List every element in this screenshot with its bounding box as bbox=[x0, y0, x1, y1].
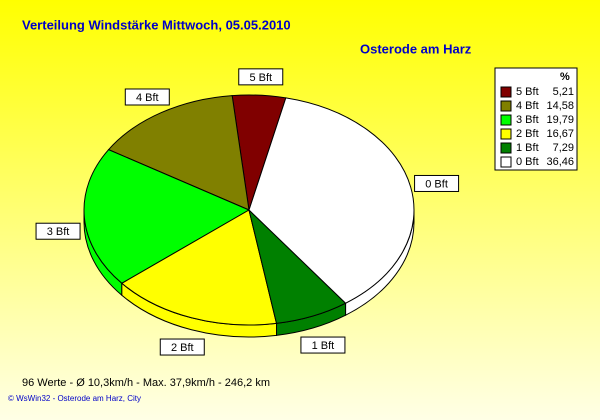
slice-label-box bbox=[159, 338, 205, 356]
chart-subtitle: Osterode am Harz bbox=[360, 41, 472, 56]
legend-value: 14,58 bbox=[546, 100, 574, 112]
legend-value: 36,46 bbox=[546, 156, 574, 168]
legend-swatch bbox=[500, 142, 512, 154]
legend-swatch bbox=[500, 128, 512, 140]
legend-swatch bbox=[500, 86, 512, 98]
legend-value: 16,67 bbox=[546, 128, 574, 140]
legend-label: 0 Bft bbox=[516, 156, 539, 168]
legend-swatch bbox=[500, 100, 512, 112]
legend-value: 7,29 bbox=[553, 142, 574, 154]
chart-title: Verteilung Windstärke Mittwoch, 05.05.20… bbox=[22, 17, 291, 32]
slice-label-box bbox=[414, 174, 460, 192]
legend-title: % bbox=[560, 71, 570, 83]
footer: 96 Werte - Ø 10,3km/h - Max. 37,9km/h - … bbox=[22, 377, 270, 389]
slice-label: 4 Bft bbox=[136, 92, 159, 104]
legend-label: 3 Bft bbox=[516, 114, 539, 126]
credit: © WsWin32 - Osterode am Harz, City bbox=[8, 394, 141, 403]
pie-slice bbox=[83, 149, 251, 284]
slice-label-box bbox=[300, 336, 346, 354]
legend-value: 19,79 bbox=[546, 114, 574, 126]
legend-label: 5 Bft bbox=[516, 86, 539, 98]
slice-label: 1 Bft bbox=[312, 340, 335, 352]
slice-label-box bbox=[238, 68, 284, 86]
legend-swatch bbox=[500, 156, 512, 168]
legend-swatch bbox=[500, 114, 512, 126]
pie-slice bbox=[248, 97, 415, 304]
legend-value: 5,21 bbox=[553, 86, 574, 98]
legend-label: 4 Bft bbox=[516, 100, 539, 112]
slice-label: 3 Bft bbox=[47, 226, 70, 238]
legend-label: 1 Bft bbox=[516, 142, 539, 154]
slice-label-box bbox=[35, 222, 81, 240]
slice-label-box bbox=[124, 88, 170, 106]
slice-label: 0 Bft bbox=[425, 178, 448, 190]
slice-label: 5 Bft bbox=[249, 72, 272, 84]
legend-label: 2 Bft bbox=[516, 128, 539, 140]
pie-slice bbox=[107, 95, 250, 211]
pie-slice bbox=[120, 209, 278, 326]
slice-label: 2 Bft bbox=[171, 342, 194, 354]
